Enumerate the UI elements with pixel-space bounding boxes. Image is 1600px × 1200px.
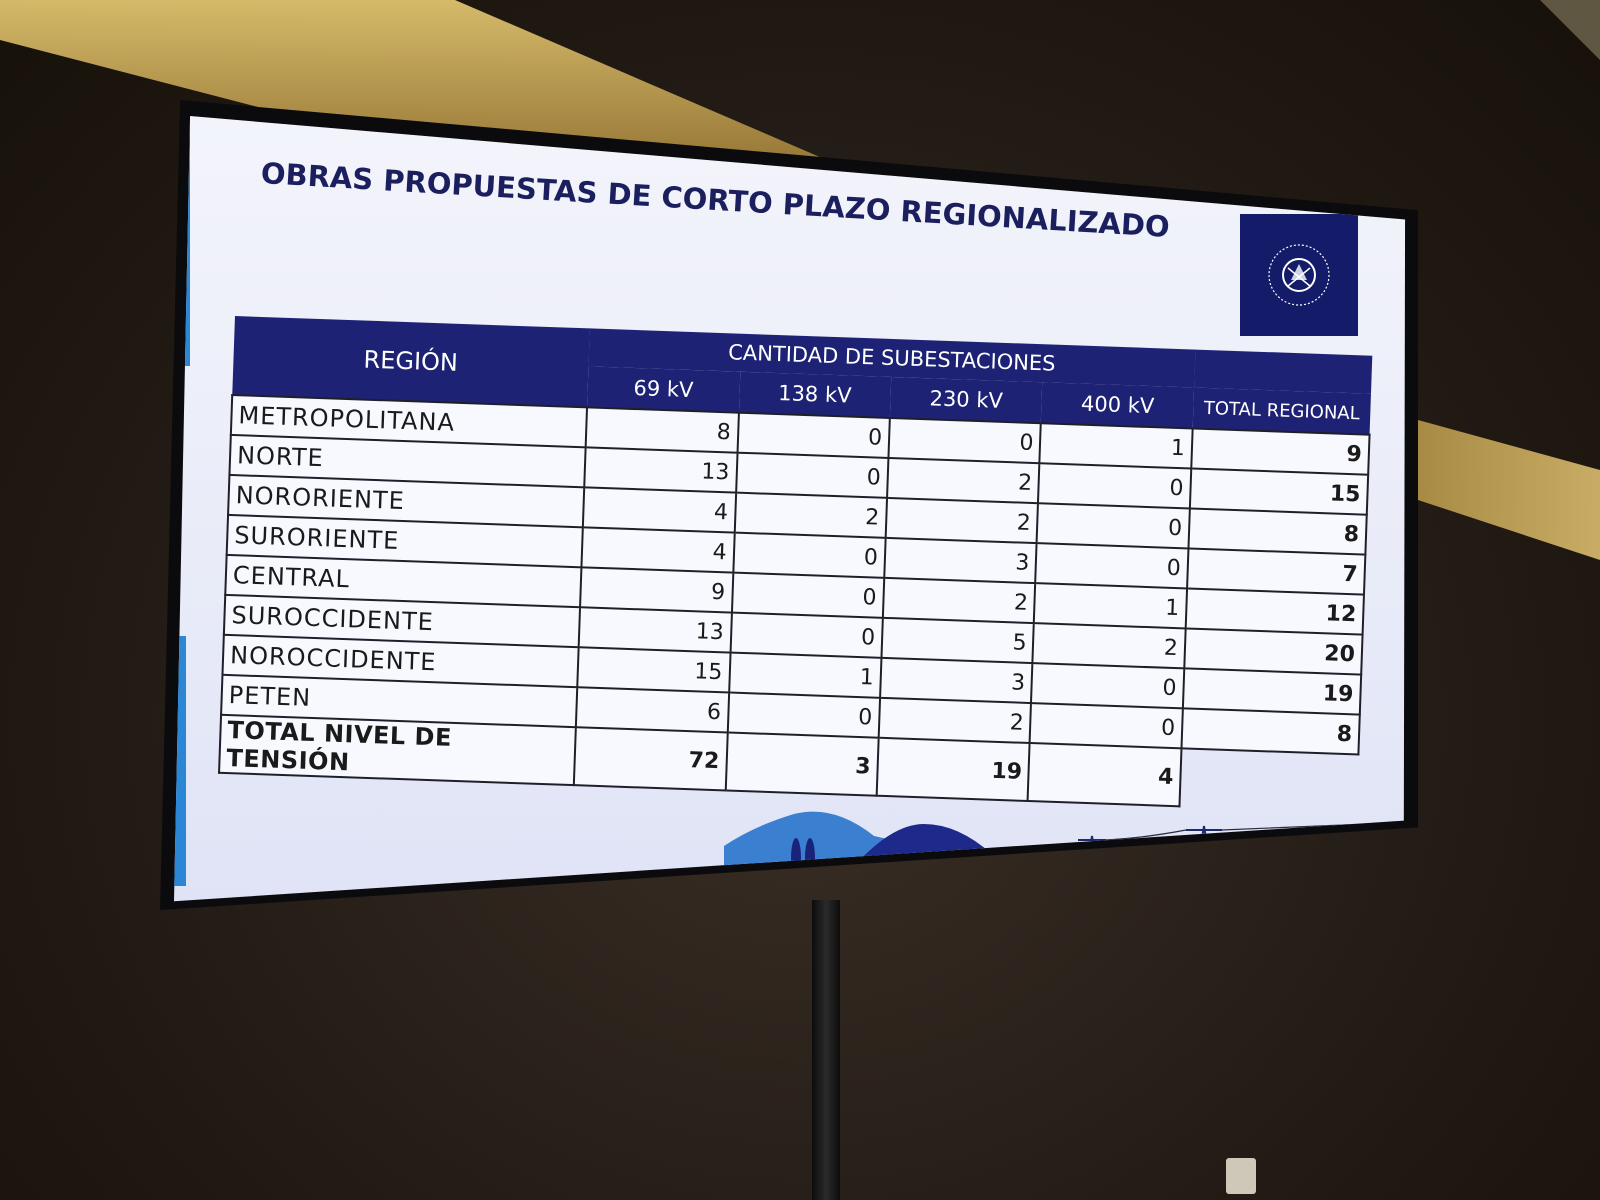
cell-138kv: 2: [734, 492, 887, 538]
cell-69kv: 6: [575, 687, 729, 733]
cell-230kv: 2: [882, 577, 1036, 624]
cell-230kv: 3: [879, 657, 1033, 704]
column-header-400kv: 400 kV: [1041, 382, 1194, 429]
government-logo: [1240, 214, 1358, 336]
substations-table-container: REGIÓN CANTIDAD DE SUBESTACIONES 69 kV 1…: [218, 316, 1373, 814]
cell-69kv: 13: [578, 607, 732, 653]
cell-total-regional: 7: [1186, 548, 1366, 595]
cell-138kv: 0: [727, 692, 880, 738]
cell-total-regional: 9: [1191, 428, 1370, 475]
region-column-header: REGIÓN: [232, 316, 590, 408]
cell-69kv: 4: [582, 487, 736, 533]
cell-230kv: 3: [884, 537, 1038, 584]
substations-table: REGIÓN CANTIDAD DE SUBESTACIONES 69 kV 1…: [218, 316, 1373, 814]
cell-total-regional: 20: [1184, 628, 1363, 675]
cell-69kv: 15: [577, 647, 731, 693]
cell-69kv: 13: [584, 447, 738, 493]
cell-total-regional: 8: [1188, 508, 1367, 555]
cell-400kv: 1: [1039, 423, 1193, 469]
cell-230kv: 5: [881, 617, 1035, 664]
cell-69kv: 9: [579, 567, 733, 613]
cell-69kv: 4: [581, 527, 735, 573]
cell-230kv: 2: [878, 697, 1032, 744]
column-header-230kv: 230 kV: [889, 376, 1043, 424]
column-header-69kv: 69 kV: [586, 366, 740, 413]
column-header-total-regional: TOTAL REGIONAL: [1192, 387, 1371, 435]
cell-69kv: 8: [585, 407, 739, 453]
cell-138kv: 0: [735, 452, 889, 498]
cell-total-regional: 15: [1189, 468, 1369, 515]
cell-400kv: 0: [1038, 463, 1192, 509]
total-row-empty-cell: [1179, 748, 1358, 812]
cell-total-regional: 8: [1181, 708, 1360, 755]
cell-400kv: 1: [1034, 583, 1187, 629]
tv-stand: [812, 900, 840, 1200]
cell-138kv: 0: [737, 412, 890, 458]
cell-400kv: 0: [1037, 503, 1190, 549]
cell-400kv: 2: [1032, 623, 1186, 669]
total-cell-400kv: 4: [1028, 743, 1182, 807]
total-cell-230kv: 19: [876, 737, 1031, 802]
group-header-spacer: [1193, 349, 1373, 394]
cell-total-regional: 12: [1185, 588, 1364, 635]
cell-138kv: 0: [732, 532, 886, 578]
cell-230kv: 0: [888, 417, 1042, 464]
presentation-slide: OBRAS PROPUESTAS DE CORTO PLAZO REGIONAL…: [174, 116, 1406, 902]
total-row-label: TOTAL NIVEL DE TENSIÓN: [219, 714, 576, 786]
cell-138kv: 0: [731, 572, 885, 618]
cell-400kv: 0: [1031, 663, 1185, 709]
cell-230kv: 2: [886, 457, 1040, 504]
cell-400kv: 0: [1035, 543, 1189, 589]
cell-230kv: 2: [885, 497, 1039, 544]
column-header-138kv: 138 kV: [738, 371, 892, 418]
cell-400kv: 0: [1030, 703, 1183, 749]
total-cell-138kv: 3: [725, 732, 879, 796]
cell-138kv: 1: [728, 652, 882, 698]
coat-of-arms-icon: [1268, 244, 1330, 306]
total-cell-69kv: 72: [573, 727, 728, 791]
wall-outlet: [1226, 1158, 1256, 1194]
cell-total-regional: 19: [1182, 668, 1362, 715]
cell-138kv: 0: [730, 612, 883, 658]
